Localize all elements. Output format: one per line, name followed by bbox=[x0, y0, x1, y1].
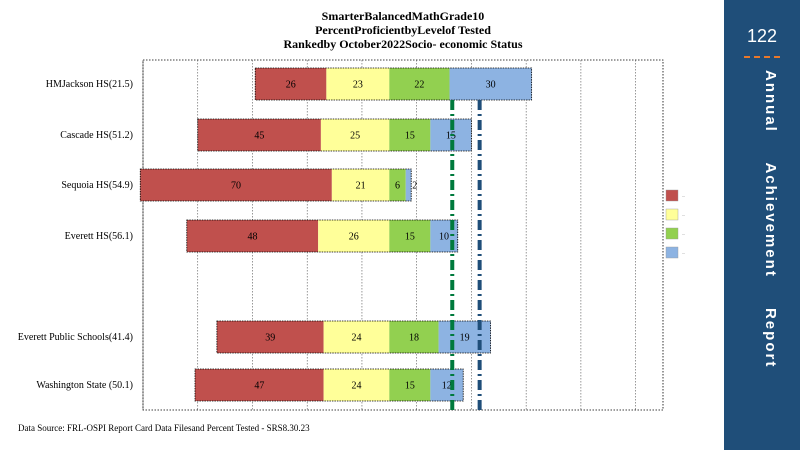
bar-segment bbox=[389, 169, 406, 201]
chart-title-line-3: Rankedby October2022Socio- economic Stat… bbox=[284, 37, 523, 51]
bar-segment bbox=[323, 369, 390, 401]
bar-outline bbox=[216, 320, 491, 354]
chart-svg: SmarterBalancedMathGrade10 PercentProfic… bbox=[18, 9, 685, 411]
bar-segment bbox=[449, 68, 532, 100]
data-source-note: Data Source: FRL-OSPI Report Card Data F… bbox=[18, 423, 310, 433]
legend-swatch bbox=[665, 208, 679, 221]
bar-value-label: 21 bbox=[356, 181, 366, 192]
bar-value-label: 39 bbox=[265, 333, 275, 344]
legend-label: ... bbox=[682, 193, 685, 198]
category-label: Everett HS(56.1) bbox=[65, 231, 133, 242]
bar-outline bbox=[197, 118, 472, 152]
bar-segment bbox=[326, 68, 390, 100]
bar-value-label: 6 bbox=[395, 181, 400, 192]
bar-segment bbox=[430, 369, 464, 401]
bar-segments: 26 23 22 30 45 25 15 15 70 21 6 2 48 26 15 10 39 24 18 19 47… bbox=[139, 67, 533, 402]
bar-segment bbox=[323, 321, 390, 353]
bar-value-label: 45 bbox=[254, 131, 264, 142]
bar-value-label: 70 bbox=[231, 181, 241, 192]
bar-segment bbox=[405, 169, 412, 201]
bar-outline bbox=[186, 219, 459, 253]
page-number: 122 bbox=[746, 26, 778, 46]
bar-value-label: 2 bbox=[412, 181, 417, 192]
legend-swatch bbox=[665, 246, 679, 259]
bar-value-label: 19 bbox=[460, 333, 470, 344]
legend-swatch bbox=[665, 227, 679, 240]
bar-outline bbox=[254, 67, 533, 101]
category-label: Sequoia HS(54.9) bbox=[61, 180, 133, 191]
bar-value-label: 24 bbox=[351, 333, 361, 344]
report-title: Annual Achievement Report bbox=[762, 70, 779, 369]
reference-lines bbox=[450, 100, 482, 410]
bar-segment bbox=[197, 119, 321, 151]
bar-segment bbox=[389, 220, 431, 252]
category-label: HMJackson HS(21.5) bbox=[46, 79, 133, 90]
bar-segment bbox=[331, 169, 390, 201]
bar-segment bbox=[389, 68, 450, 100]
bar-value-label: 15 bbox=[405, 131, 415, 142]
category-label: Cascade HS(51.2) bbox=[60, 130, 133, 141]
legend-label: ... bbox=[682, 250, 685, 255]
legend-swatch bbox=[665, 189, 679, 202]
bar-segment bbox=[389, 119, 431, 151]
bar-value-label: 24 bbox=[351, 381, 361, 392]
bar-segment bbox=[389, 369, 431, 401]
category-label: Everett Public Schools(41.4) bbox=[18, 332, 133, 343]
legend: ............ bbox=[665, 189, 685, 259]
chart-title-line-1: SmarterBalancedMathGrade10 bbox=[322, 9, 485, 23]
bar-value-label: 18 bbox=[409, 333, 419, 344]
chart-title-line-2: PercentProficientbyLevelof Tested bbox=[315, 23, 491, 37]
bar-segment bbox=[320, 119, 390, 151]
bar-segment bbox=[186, 220, 319, 252]
chart-title: SmarterBalancedMathGrade10 PercentProfic… bbox=[284, 9, 523, 51]
bar-value-label: 15 bbox=[405, 381, 415, 392]
bar-value-label: 26 bbox=[349, 232, 359, 243]
category-labels: HMJackson HS(21.5) Cascade HS(51.2) Sequoi… bbox=[18, 79, 133, 391]
bar-segment bbox=[318, 220, 390, 252]
legend-label: ... bbox=[682, 212, 685, 217]
bar-value-label: 22 bbox=[414, 80, 424, 91]
bar-value-label: 47 bbox=[254, 381, 264, 392]
bar-value-label: 26 bbox=[286, 80, 296, 91]
bar-segment bbox=[216, 321, 324, 353]
side-panel: 122 Annual Achievement Report bbox=[724, 0, 800, 450]
bar-segment bbox=[140, 169, 332, 201]
bar-value-label: 10 bbox=[439, 232, 449, 243]
bar-value-label: 15 bbox=[405, 232, 415, 243]
legend-label: ... bbox=[682, 231, 685, 236]
bar-value-label: 12 bbox=[442, 381, 452, 392]
category-label: Washington State (50.1) bbox=[36, 380, 133, 391]
accent-divider bbox=[744, 56, 780, 58]
bar-value-label: 25 bbox=[350, 131, 360, 142]
bar-segment bbox=[255, 68, 327, 100]
bar-segment bbox=[389, 321, 439, 353]
bar-segment bbox=[195, 369, 324, 401]
bar-value-label: 48 bbox=[247, 232, 257, 243]
bar-value-label: 23 bbox=[353, 80, 363, 91]
bar-outline bbox=[139, 168, 412, 202]
bar-value-label: 30 bbox=[486, 80, 496, 91]
bar-segment bbox=[438, 321, 491, 353]
